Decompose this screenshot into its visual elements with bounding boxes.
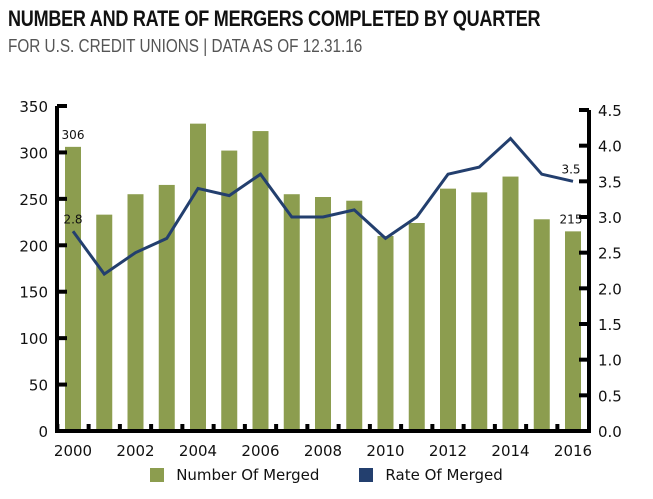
x-tick-label-2004: 2004 xyxy=(179,442,217,460)
x-tick-label-2008: 2008 xyxy=(304,442,342,460)
bar-2006 xyxy=(252,131,269,432)
data-label-rate-2016: 3.5 xyxy=(561,162,580,176)
left-tick-label-350: 350 xyxy=(19,98,48,116)
right-tick-label-1.5: 1.5 xyxy=(598,316,622,334)
bar-2012 xyxy=(440,188,456,431)
bar-2004 xyxy=(190,123,206,432)
x-tick-label-2010: 2010 xyxy=(366,442,404,460)
bar-2011 xyxy=(408,223,425,431)
left-tick-label-250: 250 xyxy=(19,191,48,209)
left-tick-label-0: 0 xyxy=(38,423,48,441)
x-tick-label-2006: 2006 xyxy=(241,442,279,460)
data-label-number-2000: 306 xyxy=(62,128,85,142)
right-tick-label-2.5: 2.5 xyxy=(598,245,622,263)
bar-2015 xyxy=(533,219,550,431)
legend-label-rate: Rate Of Merged xyxy=(385,466,503,484)
bar-2002 xyxy=(127,194,144,431)
bar-2008 xyxy=(315,197,331,431)
right-tick-label-3.0: 3.0 xyxy=(598,209,622,227)
legend-item-number-of-merged: Number Of Merged xyxy=(150,466,319,484)
x-tick-label-2000: 2000 xyxy=(54,442,92,460)
bar-2005 xyxy=(221,150,238,432)
bar-2007 xyxy=(283,194,300,431)
bar-2013 xyxy=(471,192,488,431)
left-tick-label-300: 300 xyxy=(19,144,48,162)
bar-2014 xyxy=(502,176,519,431)
right-tick-label-1.0: 1.0 xyxy=(598,352,622,370)
right-tick-label-0.5: 0.5 xyxy=(598,387,622,405)
right-tick-label-4.5: 4.5 xyxy=(598,102,622,120)
x-tick-label-2014: 2014 xyxy=(491,442,529,460)
legend: Number Of Merged Rate Of Merged xyxy=(0,466,653,484)
x-tick-label-2012: 2012 xyxy=(429,442,467,460)
left-tick-label-200: 200 xyxy=(19,237,48,255)
left-tick-label-150: 150 xyxy=(19,284,48,302)
bar-2009 xyxy=(346,200,363,431)
data-label-number-2016: 215 xyxy=(560,212,583,226)
bar-2010 xyxy=(377,236,394,431)
data-label-rate-2000: 2.8 xyxy=(63,212,82,226)
bar-2016 xyxy=(565,231,581,431)
legend-swatch-rate xyxy=(359,468,374,482)
left-tick-label-50: 50 xyxy=(29,377,48,395)
right-tick-label-3.5: 3.5 xyxy=(598,173,622,191)
x-tick-label-2002: 2002 xyxy=(116,442,154,460)
x-tick-label-2016: 2016 xyxy=(554,442,592,460)
bar-2001 xyxy=(96,214,113,431)
right-tick-label-0.0: 0.0 xyxy=(598,423,622,441)
legend-swatch-number xyxy=(150,468,165,482)
bar-2000 xyxy=(65,146,81,431)
legend-label-number: Number Of Merged xyxy=(176,466,320,484)
right-tick-label-2.0: 2.0 xyxy=(598,280,622,298)
chart-title: NUMBER AND RATE OF MERGERS COMPLETED BY … xyxy=(8,6,541,31)
left-tick-label-100: 100 xyxy=(19,330,48,348)
chart-subtitle: FOR U.S. CREDIT UNIONS | DATA AS OF 12.3… xyxy=(8,36,363,56)
right-tick-label-4.0: 4.0 xyxy=(598,138,622,156)
bar-2003 xyxy=(158,184,175,431)
legend-item-rate-of-merged: Rate Of Merged xyxy=(359,466,503,484)
